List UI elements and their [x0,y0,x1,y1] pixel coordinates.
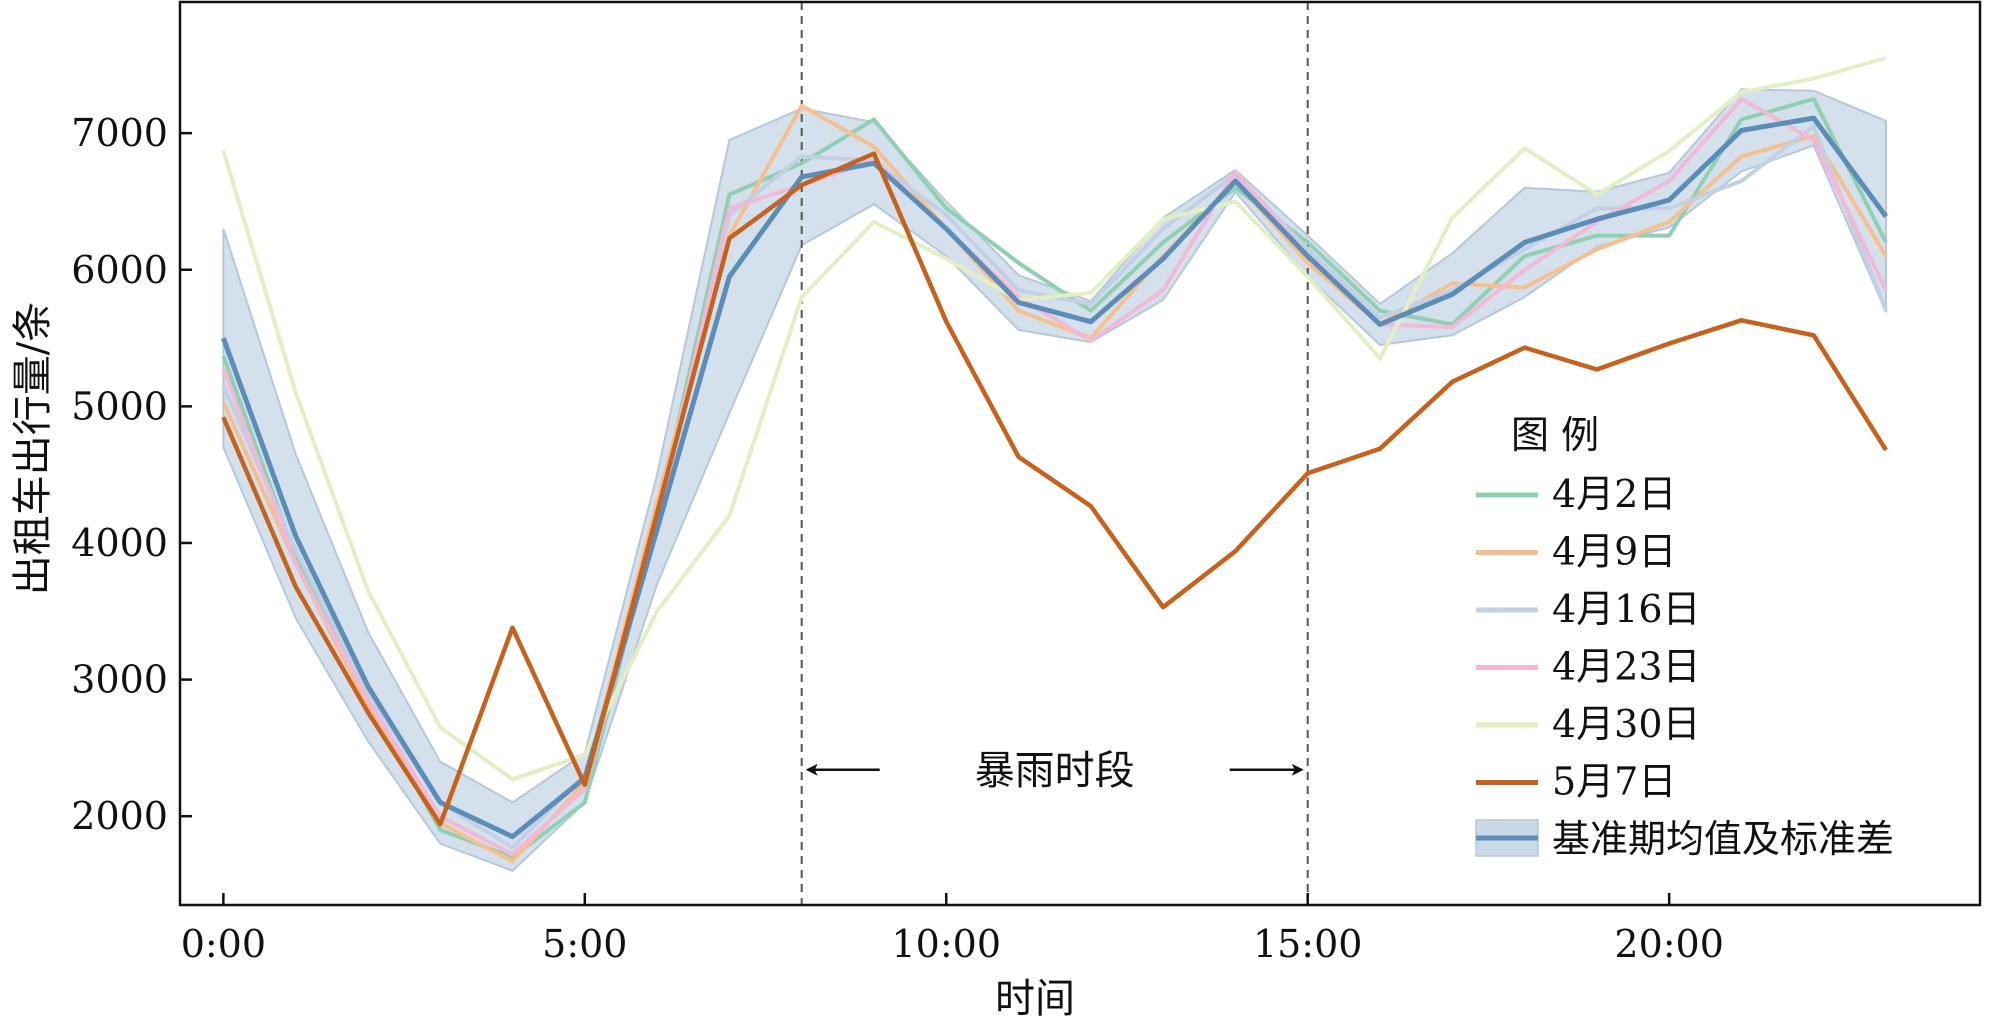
x-tick-label: 15:00 [1253,922,1363,966]
rain-period-label: 暴雨时段 [975,748,1135,794]
x-tick-label: 10:00 [892,922,1002,966]
y-tick-label: 3000 [71,658,168,702]
series-line-may7 [221,151,1888,827]
legend-label: 基准期均值及标准差 [1552,817,1894,861]
legend-label: 4月9日 [1552,530,1676,574]
series-layer [221,56,1889,864]
y-axis-title: 出租车出行量/条 [10,302,56,595]
legend-label: 4月16日 [1552,587,1701,631]
legend-title: 图 例 [1511,413,1599,457]
x-axis-title: 时间 [995,976,1075,1022]
x-tick-label: 5:00 [542,922,627,966]
series-line [221,103,1888,864]
y-tick-label: 4000 [71,521,168,565]
legend-label: 5月7日 [1552,760,1676,804]
legend-label: 4月23日 [1552,645,1701,689]
legend-label: 4月30日 [1552,702,1701,746]
series-line [221,56,1887,782]
y-tick-label: 7000 [71,111,168,155]
axes: 0:00 5:00 10:00 15:00 20:00 2000 3000 4000 5000 6… [10,0,1982,1022]
x-tick-label: 20:00 [1614,922,1724,966]
y-tick-label: 6000 [71,248,168,292]
plot-frame [178,0,1982,907]
rain-period-lines [800,2,1309,905]
x-tick-label: 0:00 [181,922,266,966]
y-tick-label: 5000 [71,384,168,428]
y-tick-label: 2000 [71,794,168,838]
baseline-mean-line [221,115,1889,840]
legend-label: 4月2日 [1552,472,1676,516]
annotation-layer: 暴雨时段 [805,748,1304,794]
series-line [221,97,1888,860]
